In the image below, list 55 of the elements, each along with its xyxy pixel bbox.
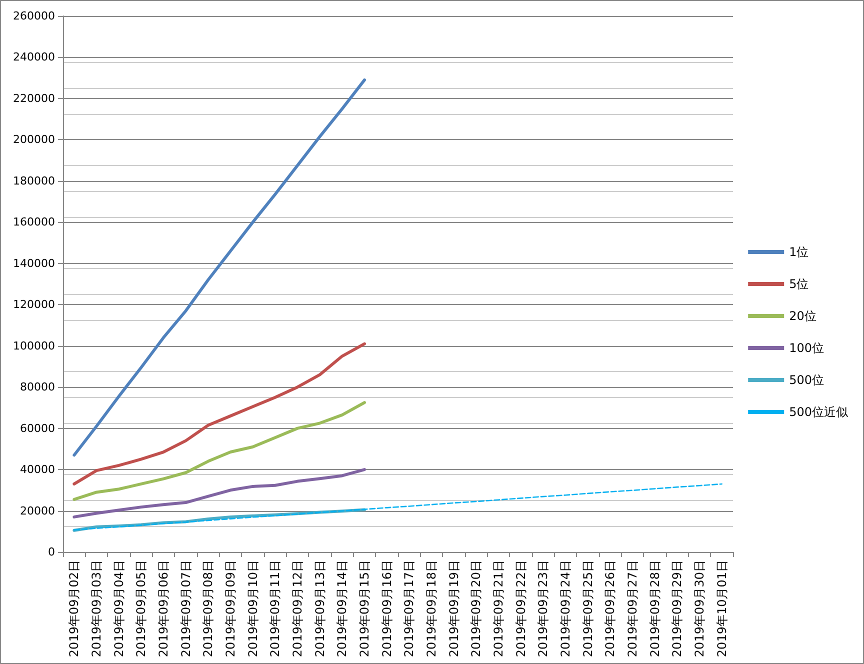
line-series (72, 468, 366, 518)
x-tick-label: 2019年09月27日 (626, 560, 640, 658)
x-tick-label: 2019年09月25日 (580, 560, 595, 658)
y-tick-label: 100000 (13, 339, 55, 352)
x-tick-label: 2019年09月28日 (648, 560, 662, 658)
legend-label: 20位 (789, 309, 816, 323)
x-tick-label: 2019年09月07日 (178, 560, 193, 658)
y-tick-label: 200000 (13, 133, 55, 146)
x-tick-label: 2019年09月08日 (201, 560, 216, 658)
x-tick-label: 2019年09月19日 (446, 560, 461, 658)
y-tick-label: 180000 (13, 174, 55, 188)
y-tick-label: 260000 (13, 10, 55, 22)
x-tick-label: 2019年10月01日 (714, 560, 729, 658)
line-series (72, 401, 366, 501)
x-tick-label: 2019年09月21日 (492, 560, 506, 658)
legend-label: 500位近似 (789, 405, 848, 419)
y-tick-label: 240000 (13, 50, 55, 64)
x-tick-label: 2019年09月13日 (312, 560, 327, 658)
x-tick-label: 2019年09月23日 (536, 560, 550, 658)
x-tick-label: 2019年09月09日 (224, 560, 238, 658)
x-tick-label: 2019年09月17日 (402, 560, 416, 658)
x-tick-label: 2019年09月14日 (335, 560, 350, 658)
x-tick-label: 2019年09月29日 (670, 560, 684, 658)
y-tick-label: 40000 (20, 463, 55, 476)
x-tick-label: 2019年09月18日 (424, 560, 438, 658)
x-tick-label: 2019年09月16日 (380, 560, 394, 658)
x-tick-label: 2019年09月11日 (268, 560, 282, 658)
legend-label: 5位 (789, 277, 809, 291)
x-tick-label: 2019年09月30日 (692, 560, 706, 658)
x-tick-label: 2019年09月20日 (469, 560, 484, 658)
y-tick-label: 160000 (13, 216, 55, 229)
y-tick-label: 80000 (20, 380, 55, 394)
x-tick-label: 2019年09月26日 (603, 560, 618, 658)
x-tick-label: 2019年09月22日 (514, 560, 528, 658)
y-tick-label: 0 (48, 546, 55, 558)
y-tick-label: 20000 (20, 504, 55, 518)
y-tick-label: 60000 (20, 422, 55, 435)
x-tick-label: 2019年09月05日 (134, 560, 148, 658)
x-tick-label: 2019年09月15日 (358, 560, 372, 658)
x-tick-label: 2019年09月03日 (90, 560, 104, 658)
y-tick-label: 220000 (13, 92, 55, 105)
line-series (72, 342, 366, 486)
x-tick-label: 2019年09月02日 (67, 560, 82, 658)
line-series (74, 483, 722, 531)
x-tick-label: 2019年09月06日 (156, 560, 170, 658)
x-tick-label: 2019年09月24日 (558, 560, 572, 658)
x-tick-label: 2019年09月10日 (246, 560, 260, 658)
x-tick-label: 2019年09月04日 (112, 560, 126, 658)
legend-label: 500位 (789, 373, 824, 387)
x-tick-label: 2019年09月12日 (290, 560, 304, 658)
y-tick-label: 140000 (13, 256, 55, 270)
legend-label: 100位 (789, 341, 824, 355)
y-tick-label: 120000 (13, 298, 55, 312)
line-series (72, 78, 366, 457)
legend-label: 1位 (789, 245, 809, 259)
